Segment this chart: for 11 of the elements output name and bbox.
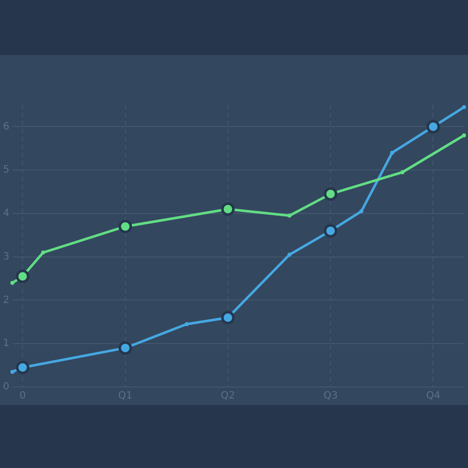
point [288,214,292,218]
point [41,250,46,255]
point [462,105,466,110]
point [462,133,466,138]
point [10,280,14,285]
point [359,209,364,214]
point [184,322,189,326]
point [400,170,404,174]
point [288,252,292,257]
point [10,370,14,374]
point [390,150,394,155]
